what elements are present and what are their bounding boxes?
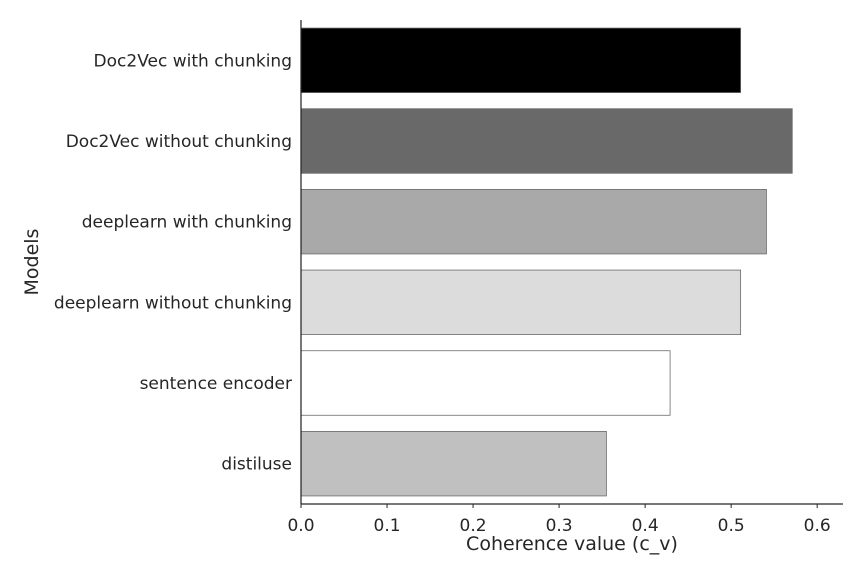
category-label: sentence encoder xyxy=(140,374,292,394)
x-tick-label: 0.3 xyxy=(546,516,573,536)
bar xyxy=(300,350,671,416)
bar xyxy=(300,430,607,497)
category-label: distiluse xyxy=(221,455,292,475)
x-axis-title: Coherence value (c_v) xyxy=(466,533,678,555)
x-tick-label: 0.5 xyxy=(718,516,745,536)
x-axis-ticks: 0.0 0.1 0.2 0.3 0.4 0.5 0.6 xyxy=(287,504,831,536)
category-label: deeplearn with chunking xyxy=(82,213,292,233)
bars-group xyxy=(300,27,793,497)
x-tick-label: 0.4 xyxy=(632,516,659,536)
category-label: Doc2Vec without chunking xyxy=(66,132,292,152)
x-tick-label: 0.1 xyxy=(374,516,401,536)
category-labels: Doc2Vec with chunking Doc2Vec without chu… xyxy=(54,51,292,474)
category-label: deeplearn without chunking xyxy=(54,293,292,313)
x-tick-label: 0.0 xyxy=(287,516,314,536)
x-tick-label: 0.2 xyxy=(460,516,487,536)
y-axis-title: Models xyxy=(21,229,43,296)
bar xyxy=(300,188,767,255)
bar xyxy=(300,108,793,174)
bar xyxy=(300,27,742,93)
x-tick-label: 0.6 xyxy=(804,516,831,536)
category-label: Doc2Vec with chunking xyxy=(94,51,292,71)
bar xyxy=(300,269,742,336)
